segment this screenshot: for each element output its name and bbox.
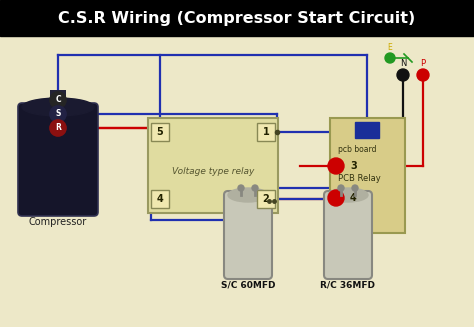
Circle shape [238,185,244,191]
Bar [355,122,379,138]
Text: 4: 4 [156,194,164,204]
Text: N: N [400,59,406,68]
FancyBboxPatch shape [224,191,272,279]
Circle shape [50,120,66,136]
Text: S: S [55,110,61,118]
Text: pcb board: pcb board [338,145,376,154]
Text: 2: 2 [263,194,269,204]
Bar [50,90,66,112]
Circle shape [252,185,258,191]
Ellipse shape [22,98,94,116]
Circle shape [328,158,344,174]
Bar [330,118,405,233]
Text: C.S.R Wiring (Compressor Start Circuit): C.S.R Wiring (Compressor Start Circuit) [58,10,416,26]
Circle shape [338,185,344,191]
Text: 5: 5 [156,127,164,137]
Text: R: R [55,124,61,132]
Circle shape [397,69,409,81]
Bar [257,123,275,141]
Text: Voltage type relay: Voltage type relay [172,167,254,176]
Text: 4: 4 [350,193,357,203]
Text: PCB Relay: PCB Relay [338,174,381,183]
Circle shape [328,190,344,206]
Bar [257,190,275,208]
Text: R/C 36MFD: R/C 36MFD [320,281,375,290]
FancyBboxPatch shape [18,103,98,216]
Text: E: E [388,43,392,52]
Text: S/C 60MFD: S/C 60MFD [221,281,275,290]
Text: 1: 1 [263,127,269,137]
Circle shape [417,69,429,81]
Bar [151,123,169,141]
FancyBboxPatch shape [324,191,372,279]
Circle shape [50,106,66,122]
Circle shape [50,92,66,108]
Text: 3: 3 [350,161,357,171]
Bar [0,0,474,36]
Text: P: P [420,59,426,68]
Circle shape [352,185,358,191]
Ellipse shape [228,188,268,202]
Circle shape [385,53,395,63]
Bar [148,118,278,213]
Ellipse shape [328,188,368,202]
Text: C: C [55,95,61,105]
Text: Compressor: Compressor [29,217,87,227]
Bar [151,190,169,208]
